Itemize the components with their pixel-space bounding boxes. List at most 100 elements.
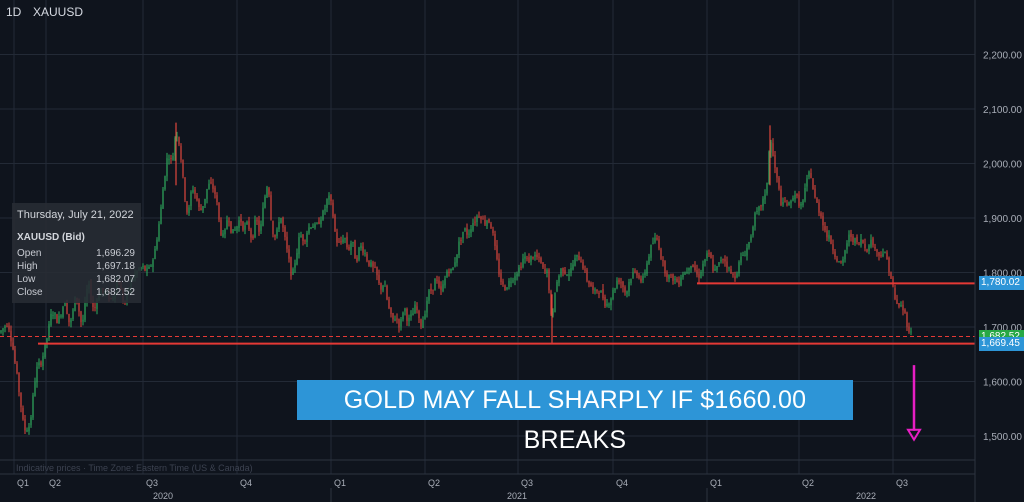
- candle-body: [716, 266, 718, 270]
- candle-body: [886, 252, 888, 260]
- candle-body: [188, 207, 190, 214]
- candle-body: [610, 298, 612, 306]
- x-quarter-label: Q1: [334, 478, 346, 488]
- candle-body: [792, 197, 794, 201]
- candle-body: [274, 234, 276, 237]
- candle-body: [204, 198, 206, 206]
- candle-body: [804, 187, 806, 201]
- candle-body: [762, 198, 764, 207]
- candle-body: [48, 324, 50, 339]
- candle-body: [404, 308, 406, 312]
- candle-body: [680, 277, 682, 286]
- candle-body: [412, 313, 414, 316]
- candle-body: [698, 273, 700, 278]
- candle-body: [568, 274, 570, 276]
- candle-body: [632, 272, 634, 278]
- candle-body: [626, 291, 628, 294]
- candle-body: [416, 306, 418, 311]
- candle-body: [448, 271, 450, 273]
- candle-body: [410, 314, 412, 317]
- candle-body: [72, 309, 74, 320]
- info-value: 1,696.29: [96, 248, 135, 259]
- candle-body: [712, 259, 714, 271]
- candle-body: [336, 232, 338, 243]
- candle-body: [622, 281, 624, 288]
- candle-body: [868, 245, 870, 251]
- candle-body: [174, 137, 176, 156]
- time-axis: Q1 Q2 Q3 Q4 Q1 Q2 Q3 Q4 Q1 Q2 Q3 2020 2021 2022: [0, 459, 975, 502]
- candle-body: [842, 259, 844, 263]
- candle-body: [882, 253, 884, 257]
- candle-body: [570, 267, 572, 273]
- candle-body: [708, 253, 710, 255]
- candle-body: [354, 240, 356, 259]
- candle-body: [838, 261, 840, 263]
- candle-body: [512, 280, 514, 282]
- y-tick-label: 1,500.00: [983, 432, 1022, 443]
- candle-body: [424, 314, 426, 319]
- candle-body: [322, 210, 324, 220]
- candle-body: [170, 157, 172, 159]
- candle-body: [430, 288, 432, 291]
- candle-body: [710, 253, 712, 259]
- info-label: High: [17, 261, 38, 272]
- candle-body: [544, 268, 546, 272]
- candle-body: [864, 243, 866, 248]
- candle-body: [536, 254, 538, 257]
- symbol-label[interactable]: XAUUSD: [33, 5, 84, 19]
- candle-body: [176, 135, 178, 138]
- candle-body: [394, 319, 396, 321]
- candle-body: [892, 277, 894, 287]
- y-tick-label: 1,800.00: [983, 269, 1022, 280]
- candle-body: [172, 156, 174, 161]
- candle-body: [492, 229, 494, 233]
- candle-body: [688, 267, 690, 271]
- candle-body: [630, 279, 632, 284]
- candle-body: [468, 233, 470, 235]
- candle-body: [368, 260, 370, 266]
- candle-body: [522, 258, 524, 268]
- candle-body: [162, 189, 164, 209]
- candle-body: [442, 284, 444, 292]
- candle-body: [504, 285, 506, 291]
- candle-body: [904, 309, 906, 313]
- x-quarter-label: Q2: [49, 478, 61, 488]
- candle-body: [520, 266, 522, 269]
- footer-note: Indicative prices · Time Zone: Eastern T…: [16, 463, 253, 473]
- candle-body: [152, 260, 154, 267]
- candle-body: [150, 265, 152, 267]
- candle-body: [692, 264, 694, 267]
- candle-body: [598, 292, 600, 294]
- info-date: Thursday, July 21, 2022: [17, 209, 134, 221]
- candle-body: [210, 182, 212, 184]
- candle-body: [586, 269, 588, 281]
- candle-body: [438, 280, 440, 288]
- candle-body: [676, 278, 678, 283]
- candle-body: [876, 249, 878, 252]
- candle-body: [582, 262, 584, 269]
- candle-body: [780, 189, 782, 206]
- candle-body: [556, 281, 558, 291]
- candle-body: [154, 248, 156, 259]
- x-year-label: 2020: [153, 491, 173, 501]
- candle-body: [604, 296, 606, 307]
- candle-body: [678, 280, 680, 285]
- candle-body: [198, 199, 200, 207]
- candle-body: [222, 233, 224, 237]
- candle-body: [324, 209, 326, 211]
- candle-body: [232, 229, 234, 234]
- candle-body: [500, 273, 502, 282]
- candle-body: [562, 267, 564, 272]
- candle-body: [296, 252, 298, 265]
- candle-body: [194, 189, 196, 194]
- candle-body: [182, 159, 184, 177]
- info-value: 1,682.52: [96, 287, 135, 298]
- interval-label[interactable]: 1D: [6, 5, 22, 19]
- candle-body: [316, 223, 318, 225]
- candle-body: [738, 262, 740, 274]
- candle-body: [272, 221, 274, 235]
- candle-body: [548, 269, 550, 291]
- candle-body: [396, 318, 398, 320]
- info-label: Close: [17, 287, 43, 298]
